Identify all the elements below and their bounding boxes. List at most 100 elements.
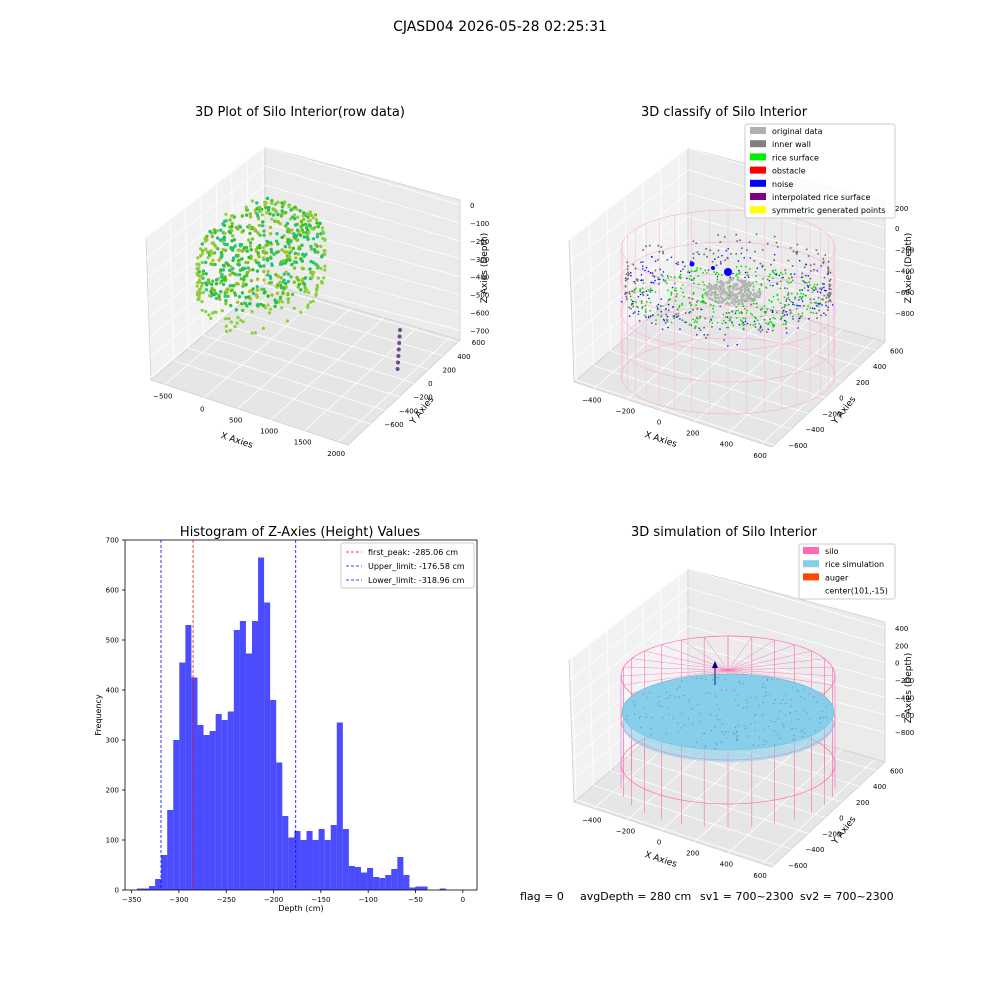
raw-point xyxy=(276,242,280,246)
original-data-point xyxy=(726,286,730,290)
rice-mesh-point xyxy=(754,721,756,724)
rice-mesh-point xyxy=(645,713,647,715)
inner-wall-point xyxy=(654,323,657,326)
rice-surface-point xyxy=(765,322,768,324)
legend-label: rice surface xyxy=(772,153,819,162)
noise-point xyxy=(775,273,778,276)
rice-surface-point xyxy=(687,270,690,273)
raw-wall-point xyxy=(196,256,200,260)
raw-point xyxy=(301,213,306,218)
rice-mesh-point xyxy=(721,731,723,733)
rice-mesh-point xyxy=(717,719,719,721)
inner-wall-point xyxy=(785,327,788,330)
rice-surface-point xyxy=(728,285,731,288)
rice-surface-point xyxy=(806,308,808,311)
histogram-bars xyxy=(136,557,446,890)
raw-point xyxy=(241,308,245,313)
inner-wall-point xyxy=(665,313,668,316)
rice-surface-point xyxy=(806,282,808,284)
classify-x-label: X Axies xyxy=(643,430,678,450)
raw-point xyxy=(228,284,232,288)
histogram-bar xyxy=(342,829,349,890)
noise-point xyxy=(668,309,670,311)
noise-point xyxy=(743,257,745,259)
rice-mesh-point xyxy=(766,678,769,680)
status-sv2: sv2 = 700~2300 xyxy=(800,890,894,903)
raw-point xyxy=(217,258,221,262)
raw-point xyxy=(265,211,269,215)
raw-point xyxy=(248,301,252,306)
noise-point xyxy=(767,328,769,331)
raw-point xyxy=(256,214,260,218)
raw-wall-point xyxy=(258,205,262,209)
inner-wall-point xyxy=(775,241,778,244)
raw-point xyxy=(312,248,317,252)
rice-mesh-point xyxy=(715,696,717,698)
inner-wall-point xyxy=(710,325,713,328)
rice-mesh-point xyxy=(819,718,821,720)
noise-point xyxy=(736,343,738,346)
rice-surface-point xyxy=(728,319,731,322)
noise-point xyxy=(785,310,787,313)
rice-mesh-point xyxy=(693,745,696,748)
raw-wall-point xyxy=(214,310,218,314)
rice-surface-point xyxy=(678,306,681,309)
noise-point xyxy=(797,327,799,329)
inner-wall-point xyxy=(624,293,627,296)
y-tick-label: 300 xyxy=(106,737,119,745)
noise-point xyxy=(726,316,729,318)
histogram-bar xyxy=(136,888,143,890)
raw-point xyxy=(286,240,290,244)
rice-surface-point xyxy=(711,315,714,318)
rice-mesh-point xyxy=(738,681,740,683)
raw-wall-point xyxy=(204,247,208,251)
rice-mesh-point xyxy=(808,719,811,721)
x-grid-line xyxy=(728,749,842,853)
inner-wall-point xyxy=(694,325,697,328)
rice-surface-point xyxy=(661,305,664,307)
x-tick-label: 600 xyxy=(753,872,766,880)
raw-wall-point xyxy=(196,267,200,271)
inner-wall-point xyxy=(712,252,715,255)
original-data-point xyxy=(748,294,751,298)
silo-roof-line xyxy=(727,669,833,686)
noise-point xyxy=(724,322,727,324)
original-data-point xyxy=(731,284,734,288)
rice-surface-point xyxy=(791,315,794,318)
rice-mesh-point xyxy=(795,710,797,713)
rice-surface-point xyxy=(770,321,773,324)
inner-wall-point xyxy=(628,292,631,295)
silo-roof-line xyxy=(727,639,775,671)
histogram-bar xyxy=(239,621,246,890)
raw-outlier-point xyxy=(396,360,400,365)
rice-mesh-point xyxy=(754,714,756,716)
raw-point xyxy=(293,251,298,256)
histogram-bar xyxy=(161,855,168,890)
inner-wall-point xyxy=(787,303,790,306)
original-data-point xyxy=(737,302,741,306)
raw-point xyxy=(214,296,219,301)
rice-mesh-point xyxy=(803,732,806,734)
rice-surface-point xyxy=(820,298,823,301)
inner-wall-point xyxy=(625,291,628,294)
rice-mesh-point xyxy=(825,716,828,718)
rice-mesh-point xyxy=(800,696,802,698)
raw-wall-point xyxy=(209,316,213,320)
inner-wall-point xyxy=(635,278,638,281)
rice-surface-point xyxy=(781,307,783,309)
noise-point xyxy=(761,265,763,268)
raw-point xyxy=(293,216,297,221)
status-avg-depth: avgDepth = 280 cm xyxy=(580,890,691,903)
rice-mesh-point xyxy=(734,732,736,734)
raw-point xyxy=(287,255,292,259)
rice-surface-point xyxy=(752,298,755,300)
inner-wall-point xyxy=(634,267,637,270)
raw-point xyxy=(286,272,291,276)
noise-point xyxy=(631,303,633,305)
original-data-point xyxy=(731,298,734,301)
raw-point xyxy=(201,249,205,253)
rice-mesh-point xyxy=(769,694,771,696)
raw-wall-point xyxy=(263,306,268,310)
